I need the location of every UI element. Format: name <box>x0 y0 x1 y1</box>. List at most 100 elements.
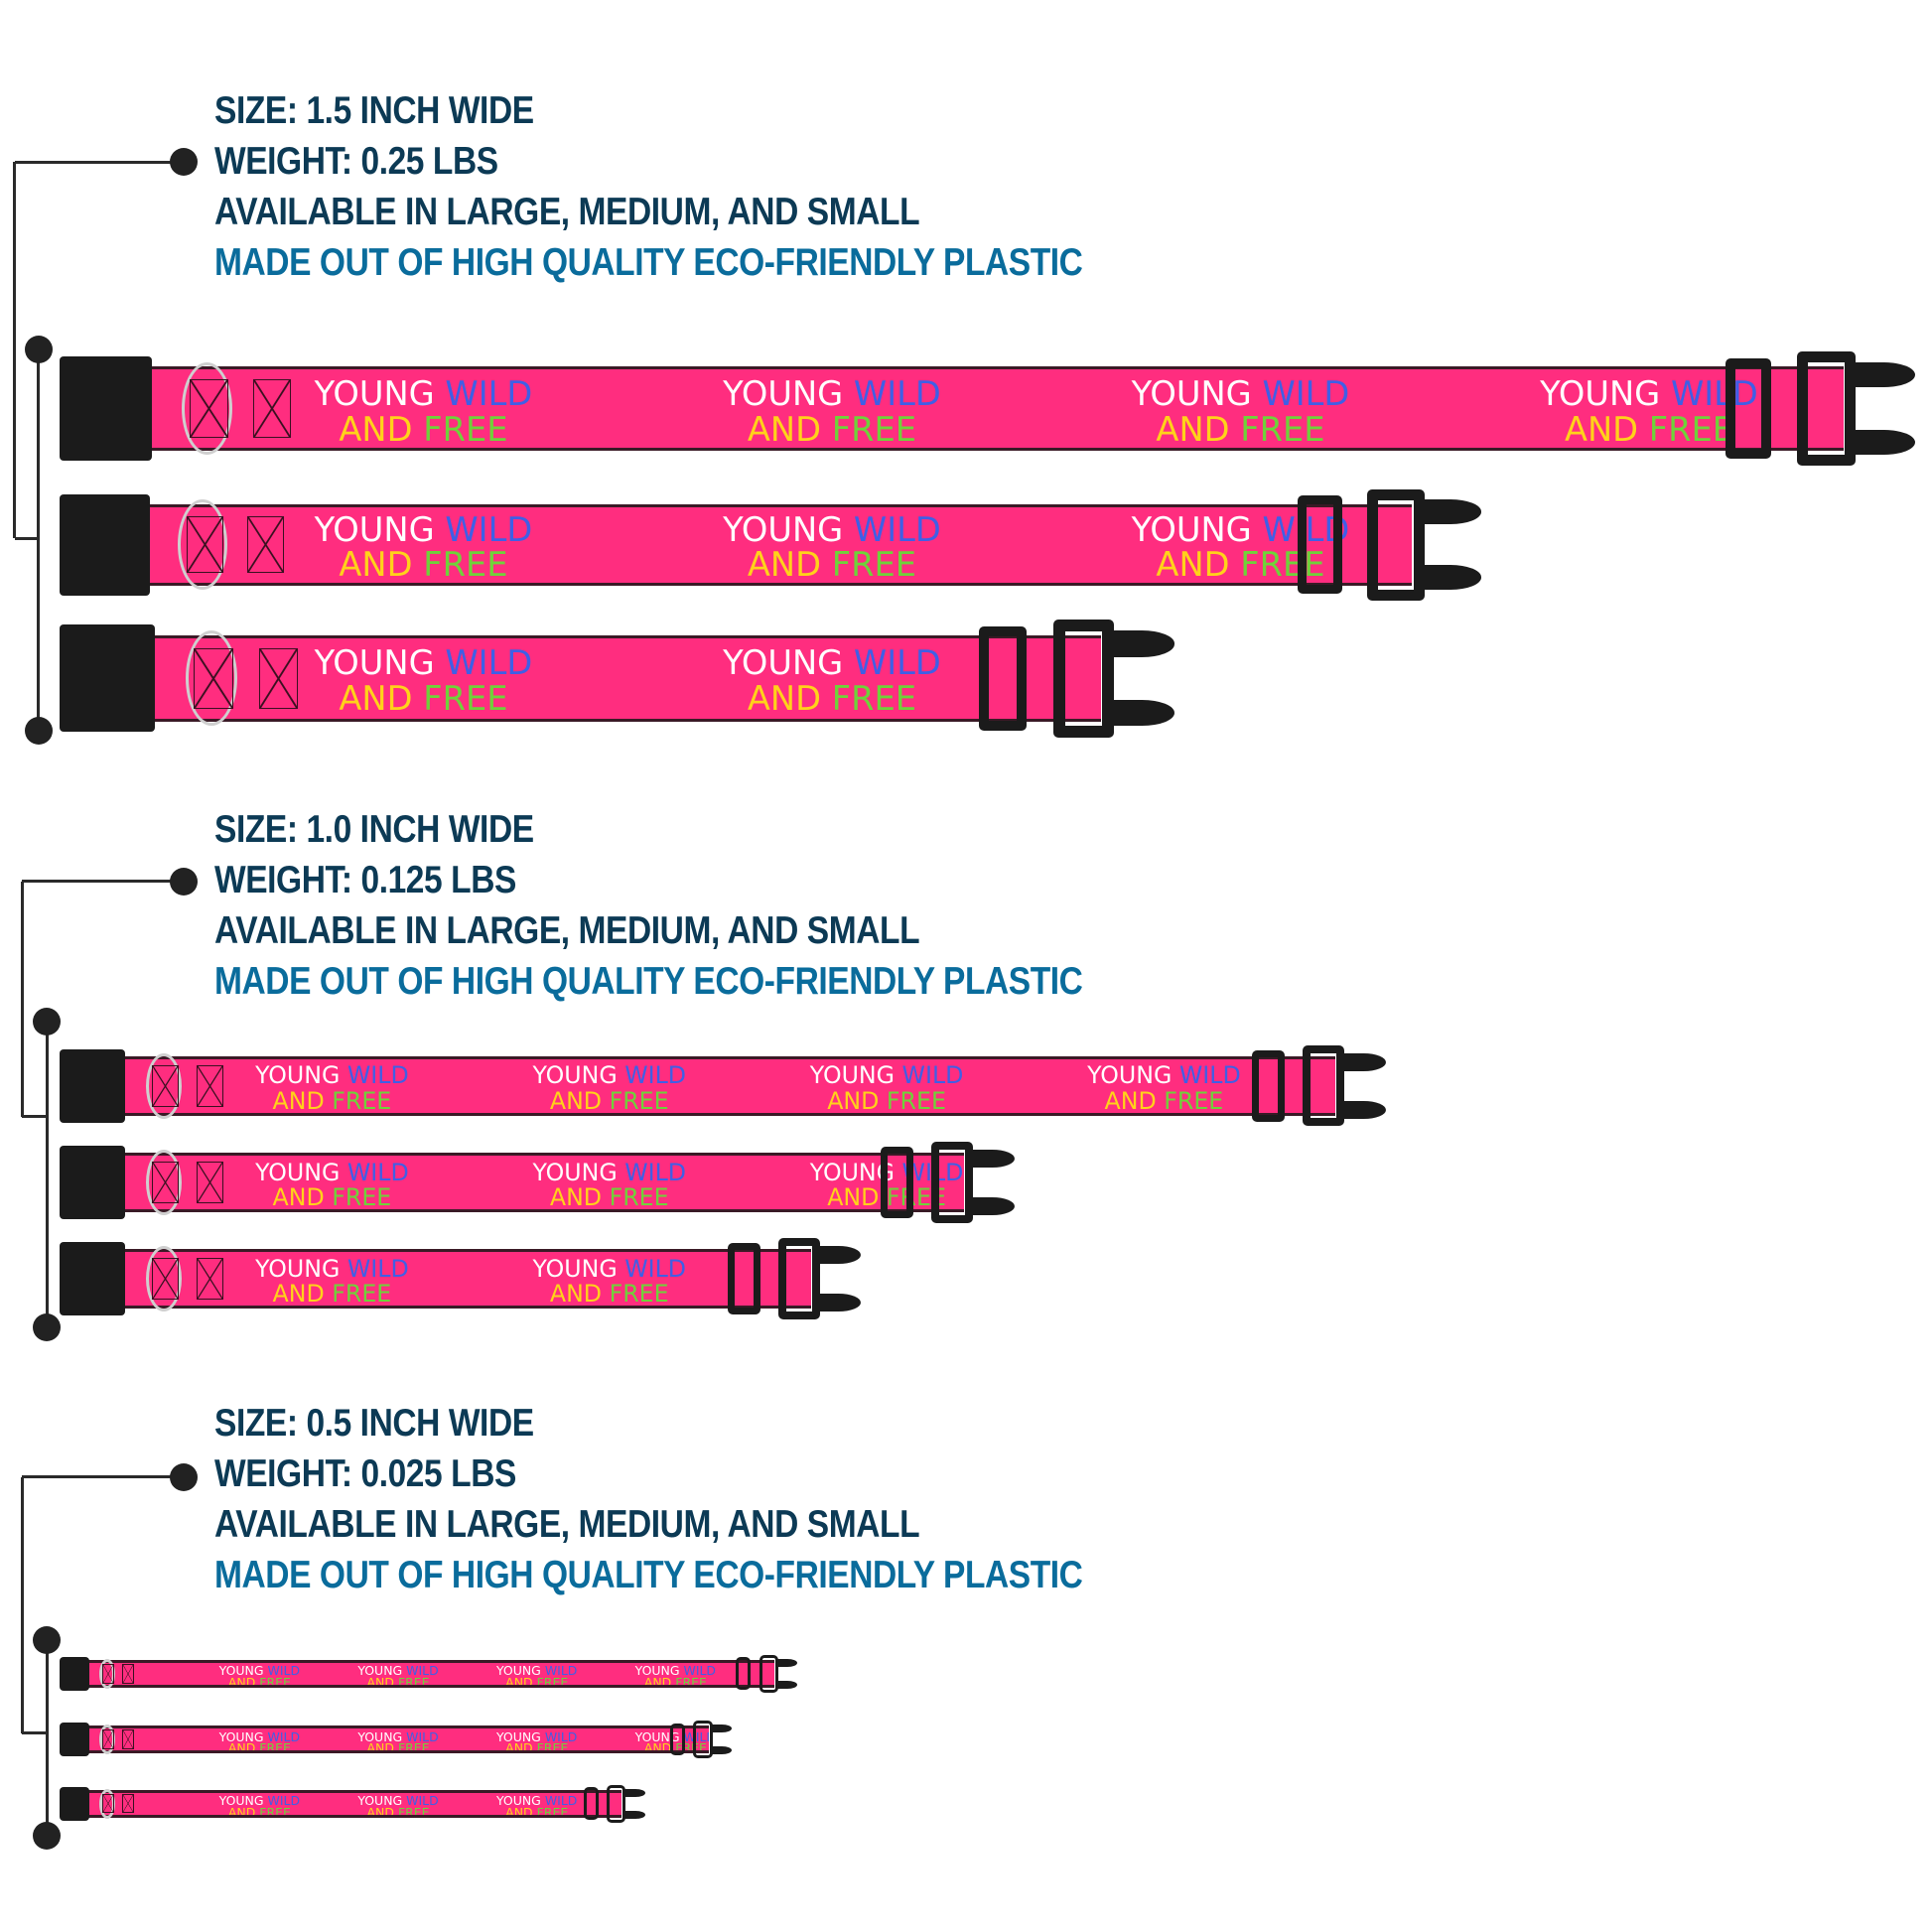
connector-dot <box>169 867 198 896</box>
material-label: MADE OUT OF HIGH QUALITY ECO-FRIENDLY PL… <box>214 960 1083 1003</box>
slider-loop-icon <box>881 1146 914 1218</box>
connector-line <box>37 348 41 731</box>
spec-block-1-5-inch: SIZE: 1.5 INCH WIDE WEIGHT: 0.25 LBS AVA… <box>214 85 1083 288</box>
stitch-box-icon <box>151 1064 179 1107</box>
weight-label: WEIGHT: 0.025 LBS <box>214 1452 516 1495</box>
stitch-box-icon <box>196 1064 223 1107</box>
connector-dot <box>169 148 198 177</box>
slider-loop-icon <box>1252 1049 1286 1122</box>
buckle-prong-icon <box>1420 565 1482 590</box>
weight-label: WEIGHT: 0.25 LBS <box>214 140 498 183</box>
buckle-prong-icon <box>711 1745 732 1755</box>
slider-loop-icon <box>1725 357 1772 460</box>
d-ring-icon <box>145 1246 182 1312</box>
slider-loop-icon <box>583 1787 599 1821</box>
buckle-prong-icon <box>816 1246 862 1265</box>
buckle-female-icon <box>60 355 153 462</box>
spec-block-1-0-inch: SIZE: 1.0 INCH WIDE WEIGHT: 0.125 LBS AV… <box>214 804 1083 1007</box>
connector-dot <box>33 1312 62 1341</box>
material-label: MADE OUT OF HIGH QUALITY ECO-FRIENDLY PL… <box>214 241 1083 284</box>
buckle-prong-icon <box>1852 361 1915 388</box>
buckle-prong-icon <box>1109 630 1174 657</box>
stitch-box-icon <box>194 647 233 709</box>
buckle-prong-icon <box>776 1680 797 1690</box>
d-ring-icon <box>181 361 232 456</box>
buckle-prong-icon <box>1109 700 1174 727</box>
buckle-male-icon <box>607 1785 626 1823</box>
connector-line <box>22 1475 184 1479</box>
buckle-female-icon <box>60 1145 125 1219</box>
buckle-prong-icon <box>776 1658 797 1668</box>
connector-dot <box>24 335 53 363</box>
connector-line <box>22 880 184 884</box>
d-ring-icon <box>145 1149 182 1215</box>
d-ring-icon <box>145 1052 182 1119</box>
buckle-male-icon <box>1052 619 1114 738</box>
buckle-male-icon <box>777 1238 820 1319</box>
connector-line <box>22 1115 48 1119</box>
buckle-male-icon <box>693 1721 713 1758</box>
collar-strap-small: YOUNG WILD AND FREE YOUNG WILD AND FREE <box>137 634 1101 722</box>
collar-strap-medium: YOUNG WILD AND FREE YOUNG WILD AND FREE YOUN… <box>112 1152 965 1212</box>
buckle-male-icon <box>759 1655 778 1693</box>
collar-strap-medium: YOUNG WILD AND FREE YOUNG WILD AND FREE YOUN… <box>83 1725 709 1753</box>
stitch-box-icon <box>151 1161 179 1203</box>
connector-line <box>13 162 17 539</box>
stitch-box-icon <box>190 378 228 439</box>
connector-dot <box>169 1462 198 1491</box>
stitch-box-icon <box>122 1794 135 1814</box>
collar-strap-small: YOUNG WILD AND FREE YOUNG WILD AND FREE <box>112 1249 811 1310</box>
slider-loop-icon <box>670 1723 686 1756</box>
connector-line <box>14 160 184 164</box>
spec-block-0-5-inch: SIZE: 0.5 INCH WIDE WEIGHT: 0.025 LBS AV… <box>214 1398 1083 1600</box>
size-label: SIZE: 1.0 INCH WIDE <box>214 808 534 851</box>
stitch-box-icon <box>196 1258 223 1301</box>
slider-loop-icon <box>1298 495 1343 595</box>
weight-label: WEIGHT: 0.125 LBS <box>214 859 516 901</box>
size-label: SIZE: 1.5 INCH WIDE <box>214 89 534 132</box>
collar-strap-medium: YOUNG WILD AND FREE YOUNG WILD AND FREE YOUN… <box>133 503 1413 586</box>
buckle-prong-icon <box>623 1810 645 1819</box>
buckle-prong-icon <box>816 1294 862 1312</box>
availability-label: AVAILABLE IN LARGE, MEDIUM, AND SMALL <box>214 909 920 952</box>
buckle-male-icon <box>1796 350 1857 467</box>
stitch-box-icon <box>247 515 285 574</box>
connector-dot <box>33 1822 62 1851</box>
stitch-box-icon <box>101 1664 114 1684</box>
collar-strap-large: YOUNG WILD AND FREE YOUNG WILD AND FREE YOUN… <box>83 1660 774 1688</box>
buckle-prong-icon <box>623 1788 645 1797</box>
slider-loop-icon <box>979 625 1028 731</box>
connector-line <box>22 1731 48 1735</box>
stitch-box-icon <box>101 1794 114 1814</box>
stitch-box-icon <box>253 378 292 439</box>
stitch-box-icon <box>186 515 223 574</box>
connector-dot <box>33 1007 62 1035</box>
buckle-male-icon <box>1367 488 1425 601</box>
stitch-box-icon <box>101 1729 114 1749</box>
buckle-female-icon <box>60 1242 125 1316</box>
buckle-prong-icon <box>711 1724 732 1733</box>
buckle-female-icon <box>60 1048 125 1123</box>
buckle-prong-icon <box>1341 1052 1387 1071</box>
size-label: SIZE: 0.5 INCH WIDE <box>214 1402 534 1445</box>
